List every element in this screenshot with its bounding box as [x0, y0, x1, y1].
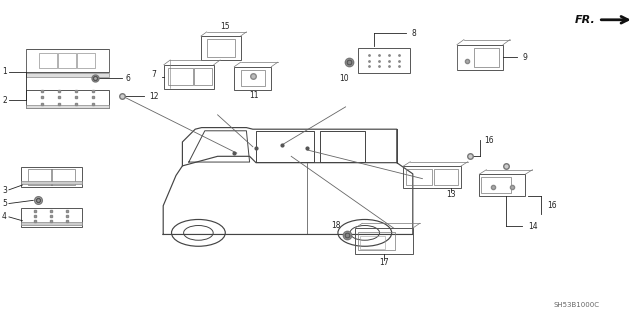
Bar	[241, 70, 265, 86]
Bar	[403, 166, 461, 188]
Bar	[20, 222, 82, 225]
Bar	[234, 67, 271, 90]
Bar	[201, 36, 241, 60]
Bar	[28, 169, 52, 185]
Bar	[164, 64, 214, 88]
Bar	[474, 48, 499, 67]
Text: 9: 9	[522, 53, 527, 62]
Text: 4: 4	[2, 212, 7, 221]
Text: 14: 14	[528, 222, 538, 231]
Text: 12: 12	[149, 92, 158, 101]
Bar	[457, 45, 503, 70]
Bar	[20, 208, 82, 227]
Bar	[77, 53, 95, 68]
Bar	[207, 39, 235, 57]
Bar	[26, 90, 109, 108]
Text: 15: 15	[220, 22, 230, 31]
Text: FR.: FR.	[575, 15, 595, 25]
Bar	[20, 181, 82, 184]
Text: 16: 16	[484, 136, 494, 145]
Bar	[26, 73, 109, 77]
Text: 8: 8	[412, 29, 416, 38]
Text: SH53B1000C: SH53B1000C	[553, 302, 599, 308]
Bar	[26, 105, 109, 108]
Text: 1: 1	[2, 67, 7, 76]
Text: 3: 3	[2, 186, 7, 195]
Bar	[358, 48, 410, 73]
Text: 5: 5	[2, 199, 7, 208]
Bar	[26, 49, 109, 72]
Bar	[51, 169, 75, 185]
Text: 6: 6	[125, 74, 131, 83]
Bar	[360, 236, 385, 249]
Text: 16: 16	[547, 201, 557, 210]
Text: 13: 13	[446, 190, 456, 199]
Text: 11: 11	[250, 91, 259, 100]
Bar	[39, 53, 57, 68]
Text: 17: 17	[379, 258, 389, 267]
Bar	[479, 174, 525, 196]
Bar	[481, 177, 511, 193]
Bar	[168, 68, 193, 85]
Text: 7: 7	[151, 70, 156, 79]
Text: 2: 2	[2, 96, 7, 105]
Bar	[358, 232, 395, 250]
Text: 18: 18	[332, 221, 340, 230]
Bar	[434, 169, 458, 185]
Bar	[355, 228, 413, 254]
Bar	[20, 167, 82, 188]
Bar	[406, 169, 432, 185]
Text: 10: 10	[339, 74, 349, 83]
Bar	[58, 53, 76, 68]
Bar	[194, 68, 212, 85]
